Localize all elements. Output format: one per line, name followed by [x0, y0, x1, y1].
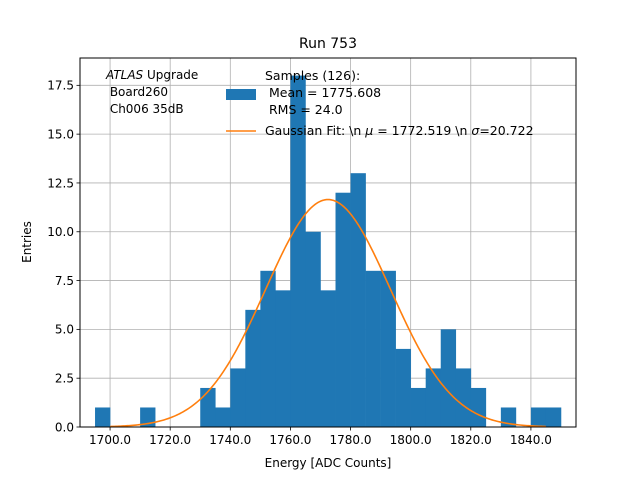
- histogram-bar: [290, 75, 306, 428]
- x-axis-ticks: 1700.0 1720.0 1740.0 1760.0 1780.0 1800.0 1820…: [89, 427, 552, 447]
- histogram-bar: [200, 387, 216, 427]
- y-tick-label: 10.0: [47, 225, 74, 239]
- atlas-annotation-upgrade: Upgrade: [143, 68, 198, 82]
- histogram-bar: [440, 329, 457, 427]
- atlas-annotation-line3: Ch006 35dB: [106, 102, 184, 116]
- plot-frame: [79, 57, 577, 428]
- histogram-bar: [245, 309, 261, 427]
- x-tick-label: 1780.0: [330, 433, 372, 447]
- histogram-bar: [530, 407, 547, 427]
- x-tick-label: 1840.0: [510, 433, 552, 447]
- y-axis-ticks: 0.0 2.5 5.0 7.5 10.0 12.5 15.0 17.5: [47, 79, 80, 434]
- y-tick-label: 17.5: [47, 79, 74, 93]
- atlas-annotation: ATLAS Upgrade Board260 Ch006 35dB: [105, 68, 198, 116]
- atlas-annotation-line2: Board260: [106, 85, 168, 99]
- legend-fit-text: = 1772.519 \n: [373, 123, 471, 138]
- histogram-bar: [410, 387, 426, 427]
- legend-histogram-line3: RMS = 24.0: [265, 102, 343, 117]
- histogram-bar: [95, 407, 111, 427]
- x-axis-label: Energy [ADC Counts]: [265, 456, 392, 470]
- gaussian-fit: [110, 198, 546, 428]
- y-axis-label: Entries: [20, 221, 34, 263]
- legend-fit-text: =20.722: [479, 123, 533, 138]
- histogram-bar: [380, 270, 396, 427]
- histogram-bar: [455, 368, 472, 427]
- y-tick-label: 7.5: [55, 274, 74, 288]
- histogram-bar: [320, 290, 336, 427]
- legend-fit-greek: σ: [471, 123, 480, 138]
- histogram-bar: [350, 173, 366, 427]
- histogram-bar: [470, 387, 487, 427]
- histogram-bar: [260, 270, 276, 427]
- legend-fit-text: Gaussian Fit: \n: [265, 123, 365, 138]
- histogram-bar: [335, 192, 351, 427]
- histogram-bar: [230, 368, 246, 427]
- y-tick-label: 0.0: [55, 420, 74, 434]
- histogram-bar: [395, 348, 411, 427]
- atlas-annotation-italic: ATLAS: [105, 68, 144, 82]
- legend-histogram-line2: Mean = 1775.608: [265, 85, 381, 100]
- x-tick-label: 1740.0: [209, 433, 251, 447]
- x-tick-label: 1760.0: [269, 433, 311, 447]
- x-tick-label: 1720.0: [149, 433, 191, 447]
- y-tick-label: 5.0: [55, 323, 74, 337]
- histogram-bar: [305, 231, 321, 427]
- legend-fit-greek: μ: [364, 123, 373, 138]
- legend-histogram-line1: Samples (126):: [265, 68, 360, 83]
- y-tick-label: 15.0: [47, 127, 74, 141]
- gaussian-fit-line: [110, 198, 546, 428]
- histogram-bars: [95, 75, 562, 428]
- legend-histogram-swatch: [226, 89, 256, 100]
- histogram-bar: [275, 290, 291, 427]
- histogram-bar: [215, 407, 231, 427]
- x-tick-label: 1700.0: [89, 433, 131, 447]
- x-tick-label: 1820.0: [450, 433, 492, 447]
- histogram-bar: [425, 368, 442, 427]
- y-tick-label: 12.5: [47, 176, 74, 190]
- legend-fit-label: Gaussian Fit: \n μ = 1772.519 \n σ=20.72…: [265, 123, 534, 138]
- histogram-bar: [545, 407, 562, 427]
- histogram-bar: [365, 270, 381, 427]
- x-tick-label: 1800.0: [390, 433, 432, 447]
- chart-title: Run 753: [299, 36, 357, 52]
- atlas-annotation-line1: ATLAS Upgrade: [105, 68, 198, 82]
- y-tick-label: 2.5: [55, 371, 74, 385]
- legend: Samples (126): Mean = 1775.608 RMS = 24.…: [226, 68, 534, 138]
